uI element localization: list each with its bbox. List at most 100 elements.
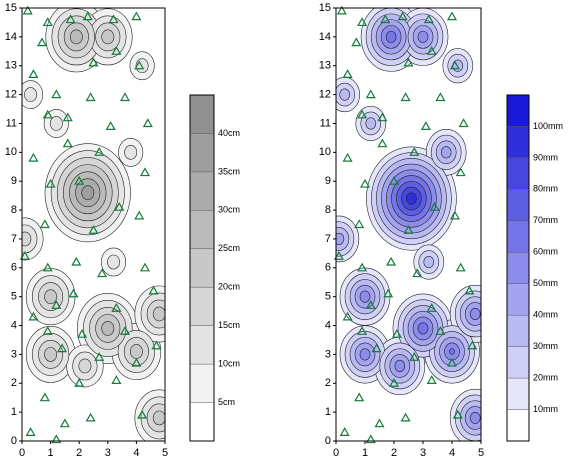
colorbar-label: 40cm — [218, 128, 240, 138]
sample-point — [403, 225, 414, 234]
contour-ring — [129, 344, 143, 359]
x-tick-label: 5 — [162, 447, 168, 459]
sample-point — [45, 178, 56, 188]
sample-point — [403, 57, 414, 67]
contour-ring — [81, 185, 95, 201]
sample-point — [114, 201, 125, 211]
sample-point — [77, 328, 88, 338]
contour-ring — [101, 29, 115, 45]
sample-point — [74, 378, 85, 387]
colorbar-label: 35cm — [218, 166, 240, 176]
x-tick-label: 5 — [478, 447, 484, 459]
sample-point — [111, 46, 122, 55]
y-tick-label: 12 — [319, 89, 331, 101]
sample-point — [420, 121, 431, 130]
sample-point — [57, 343, 68, 353]
sample-point — [365, 89, 376, 99]
colorbar-band — [190, 402, 214, 441]
y-tick-label: 1 — [325, 406, 331, 418]
y-tick-label: 0 — [11, 435, 17, 447]
sample-point — [452, 409, 463, 419]
sample-point — [377, 138, 388, 148]
sample-point — [151, 340, 162, 350]
sample-point — [435, 326, 446, 335]
contour-ring — [22, 231, 32, 247]
contour-ring — [365, 117, 377, 130]
y-tick-label: 4 — [11, 319, 17, 331]
sample-point — [357, 109, 368, 119]
sample-point — [28, 69, 39, 78]
colorbar-band — [507, 252, 529, 284]
sample-point — [365, 300, 376, 309]
sample-point — [455, 167, 466, 177]
contour-ring — [107, 254, 120, 270]
sample-point — [97, 268, 108, 278]
sample-point — [449, 60, 460, 70]
sample-point — [342, 311, 353, 321]
colorbar-band — [190, 210, 214, 249]
sample-point — [51, 300, 62, 309]
x-tick-label: 2 — [391, 447, 397, 459]
sample-point — [333, 251, 344, 260]
x-tick-label: 4 — [449, 447, 455, 459]
sample-point — [391, 328, 402, 338]
colorbar-band — [507, 157, 529, 190]
plot-frame — [335, 7, 482, 442]
sample-point — [339, 427, 350, 436]
colorbar-label: 15cm — [218, 320, 240, 330]
contour-ring — [78, 358, 92, 374]
sample-point — [85, 412, 96, 422]
sample-point — [139, 262, 151, 272]
y-tick-label: 12 — [5, 89, 17, 101]
colorbar-label: 10mm — [533, 404, 558, 414]
y-tick-label: 3 — [325, 348, 331, 360]
sample-point — [71, 256, 82, 266]
sample-point — [400, 412, 411, 422]
sample-point — [25, 427, 36, 436]
sample-point — [429, 201, 440, 211]
colorbar-band — [507, 283, 529, 316]
sample-point — [357, 262, 368, 272]
sample-point — [342, 152, 353, 162]
sample-point — [88, 225, 99, 234]
colorbar-label: 10cm — [218, 358, 240, 368]
sample-point — [435, 92, 446, 102]
sample-point — [108, 14, 119, 24]
y-tick-label: 13 — [319, 60, 331, 72]
colorbar-band — [190, 171, 214, 211]
y-tick-label: 10 — [319, 146, 331, 158]
sample-point — [342, 69, 353, 78]
sample-point — [357, 326, 368, 335]
sample-point — [371, 343, 382, 353]
y-tick-label: 7 — [325, 233, 331, 245]
y-tick-label: 3 — [11, 348, 17, 360]
colorbar-band — [507, 189, 529, 221]
colorbar-label: 30cm — [218, 205, 240, 215]
contour-ring — [469, 307, 481, 321]
contour-ring — [417, 322, 429, 335]
sample-point — [68, 288, 79, 298]
sample-point — [354, 219, 365, 229]
sample-point — [464, 285, 475, 295]
sample-point — [386, 256, 397, 266]
sample-point — [365, 434, 376, 444]
sample-point — [19, 251, 30, 260]
y-tick-label: 0 — [325, 435, 331, 447]
sample-point — [426, 375, 437, 384]
sample-point — [426, 303, 437, 312]
sample-point — [336, 5, 347, 15]
contour-ring — [423, 255, 435, 269]
y-tick-label: 4 — [325, 319, 331, 331]
y-tick-label: 15 — [319, 2, 331, 14]
sample-point — [39, 392, 50, 402]
sample-point — [377, 112, 388, 122]
contour-ring — [406, 192, 417, 205]
sample-point — [458, 118, 469, 128]
sample-point — [131, 11, 142, 21]
colorbar-band — [190, 133, 214, 172]
x-tick-label: 4 — [133, 447, 139, 459]
sample-point — [131, 357, 142, 367]
contour-ring — [101, 321, 115, 336]
sample-point — [62, 138, 73, 148]
y-tick-label: 5 — [325, 291, 331, 303]
